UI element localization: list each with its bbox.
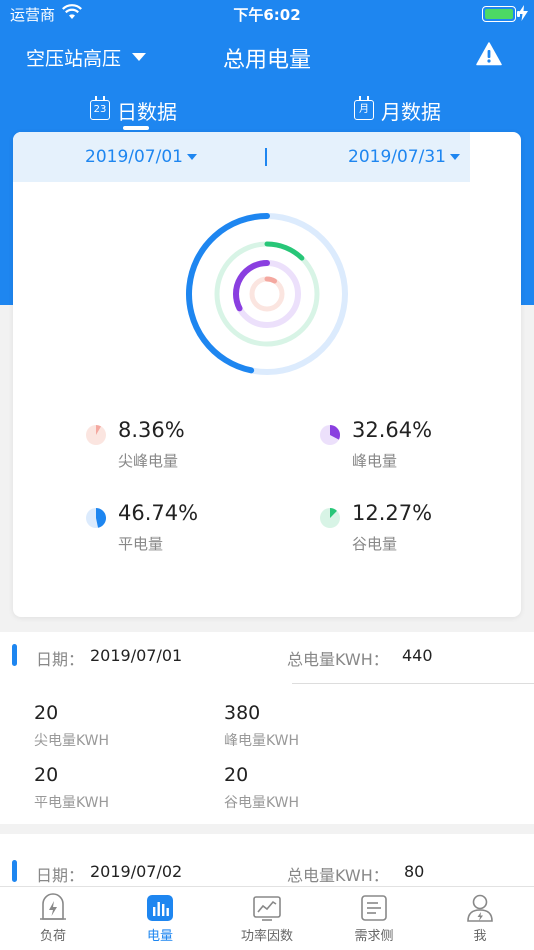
record-accent-bar xyxy=(12,644,17,666)
demand-icon xyxy=(361,895,387,921)
tab-monthly[interactable]: 月 月数据 xyxy=(354,92,441,128)
calendar-month-icon: 月 xyxy=(354,96,374,120)
stat-flat: 46.74% 平电量 xyxy=(85,501,285,557)
bottom-tab-demand[interactable]: 需求侧 xyxy=(334,893,414,950)
bottom-tab-me[interactable]: 我 xyxy=(440,893,520,950)
date-separator xyxy=(265,148,267,166)
total-label: 总电量KWH： xyxy=(287,650,389,669)
bottom-tab-label: 负荷 xyxy=(39,929,66,944)
tab-monthly-label: 月数据 xyxy=(381,99,441,124)
stat-value: 8.36% xyxy=(118,418,185,442)
flat-unit: 平电量KWH xyxy=(34,795,110,811)
warning-icon[interactable] xyxy=(476,42,502,66)
pie-icon-slice xyxy=(96,425,102,435)
sharp-unit: 尖电量KWH xyxy=(34,733,110,749)
end-date-picker[interactable]: 2019/07/31 xyxy=(348,147,460,167)
record-accent-bar xyxy=(12,860,17,882)
ring-track-尖峰电量 xyxy=(249,276,285,312)
record-date: 2019/07/02 xyxy=(90,862,183,881)
flat-value: 20 xyxy=(34,764,59,786)
power-factor-icon xyxy=(253,896,281,921)
stat-label: 平电量 xyxy=(118,535,164,553)
record-row[interactable]: 日期： 2019/07/02 总电量KWH： 80 xyxy=(0,834,534,886)
record-row[interactable]: 日期： 2019/07/01 总电量KWH： 440 20 尖电量KWH 380… xyxy=(0,632,534,824)
stat-peak: 32.64% 峰电量 xyxy=(319,418,509,474)
stat-valley: 12.27% 谷电量 xyxy=(319,501,509,557)
summary-card: 2019/07/01 2019/07/31 8.36% 尖峰电量 32.64% … xyxy=(13,132,521,617)
record-total: 440 xyxy=(402,646,433,665)
active-tab-indicator xyxy=(123,126,149,130)
pie-icon-slice xyxy=(330,425,340,440)
bottom-tab-label: 功率因数 xyxy=(240,929,293,944)
bottom-tab-power[interactable]: 电量 xyxy=(120,893,200,950)
record-total: 80 xyxy=(404,862,425,881)
wifi-icon xyxy=(62,4,82,19)
stat-label: 峰电量 xyxy=(352,452,398,470)
ring-arc-平电量 xyxy=(186,213,270,374)
valley-pie-icon xyxy=(320,508,340,528)
date-label: 日期： xyxy=(36,866,85,885)
page-title: 总用电量 xyxy=(222,48,311,73)
stat-value: 46.74% xyxy=(118,501,199,525)
peak-value: 380 xyxy=(224,702,261,724)
power-chart-icon xyxy=(147,895,173,921)
peak-pie-icon xyxy=(320,425,340,445)
peak-unit: 峰电量KWH xyxy=(224,733,300,749)
stat-label: 谷电量 xyxy=(352,535,398,553)
charging-icon xyxy=(518,5,528,21)
stat-sharp-peak: 8.36% 尖峰电量 xyxy=(85,418,285,474)
bottom-tab-load[interactable]: 负荷 xyxy=(13,893,93,950)
divider xyxy=(292,683,534,684)
bottom-tab-label: 我 xyxy=(473,929,487,944)
ring-arc-尖峰电量 xyxy=(264,276,278,284)
date-label: 日期： xyxy=(36,650,85,669)
sharp-peak-pie-icon xyxy=(86,425,106,445)
chevron-down-icon[interactable] xyxy=(132,53,146,61)
bottom-tab-power-factor[interactable]: 功率因数 xyxy=(227,893,307,950)
date-range-bar: 2019/07/01 2019/07/31 xyxy=(13,132,470,182)
ring-arc-峰电量 xyxy=(233,260,270,312)
start-date: 2019/07/01 xyxy=(85,147,183,167)
stat-value: 12.27% xyxy=(352,501,433,525)
record-date: 2019/07/01 xyxy=(90,646,183,665)
status-bar: 运营商 下午6:02 xyxy=(0,0,534,28)
bottom-tab-label: 电量 xyxy=(146,929,173,944)
valley-unit: 谷电量KWH xyxy=(224,795,300,811)
end-date: 2019/07/31 xyxy=(348,147,446,167)
clock: 下午6:02 xyxy=(233,6,301,24)
start-date-picker[interactable]: 2019/07/01 xyxy=(85,147,197,167)
total-label: 总电量KWH： xyxy=(287,866,389,885)
bottom-tab-bar: 负荷 电量 功率因数 需求侧 xyxy=(0,886,534,950)
stat-label: 尖峰电量 xyxy=(118,452,179,470)
pie-icon-slice xyxy=(330,508,337,518)
tab-daily[interactable]: 23 日数据 xyxy=(90,92,177,128)
nav-bar: 空压站高压 总用电量 xyxy=(0,36,534,76)
tab-bar: 23 日数据 月 月数据 xyxy=(0,92,534,128)
load-icon xyxy=(40,893,66,920)
carrier-label: 运营商 xyxy=(10,6,56,24)
tab-daily-label: 日数据 xyxy=(117,99,177,124)
stat-value: 32.64% xyxy=(352,418,433,442)
ring-arc-谷电量 xyxy=(264,241,305,261)
valley-value: 20 xyxy=(224,764,249,786)
flat-pie-icon xyxy=(86,508,107,528)
pie-icon-slice xyxy=(96,508,107,528)
station-selector[interactable]: 空压站高压 xyxy=(26,48,122,70)
caret-down-icon xyxy=(449,154,460,160)
concentric-ring-chart xyxy=(186,213,348,375)
bottom-tab-label: 需求侧 xyxy=(354,929,394,944)
sharp-value: 20 xyxy=(34,702,59,724)
profile-icon xyxy=(467,894,493,922)
calendar-icon: 23 xyxy=(90,96,110,120)
battery-icon xyxy=(482,6,520,22)
caret-down-icon xyxy=(186,154,197,160)
